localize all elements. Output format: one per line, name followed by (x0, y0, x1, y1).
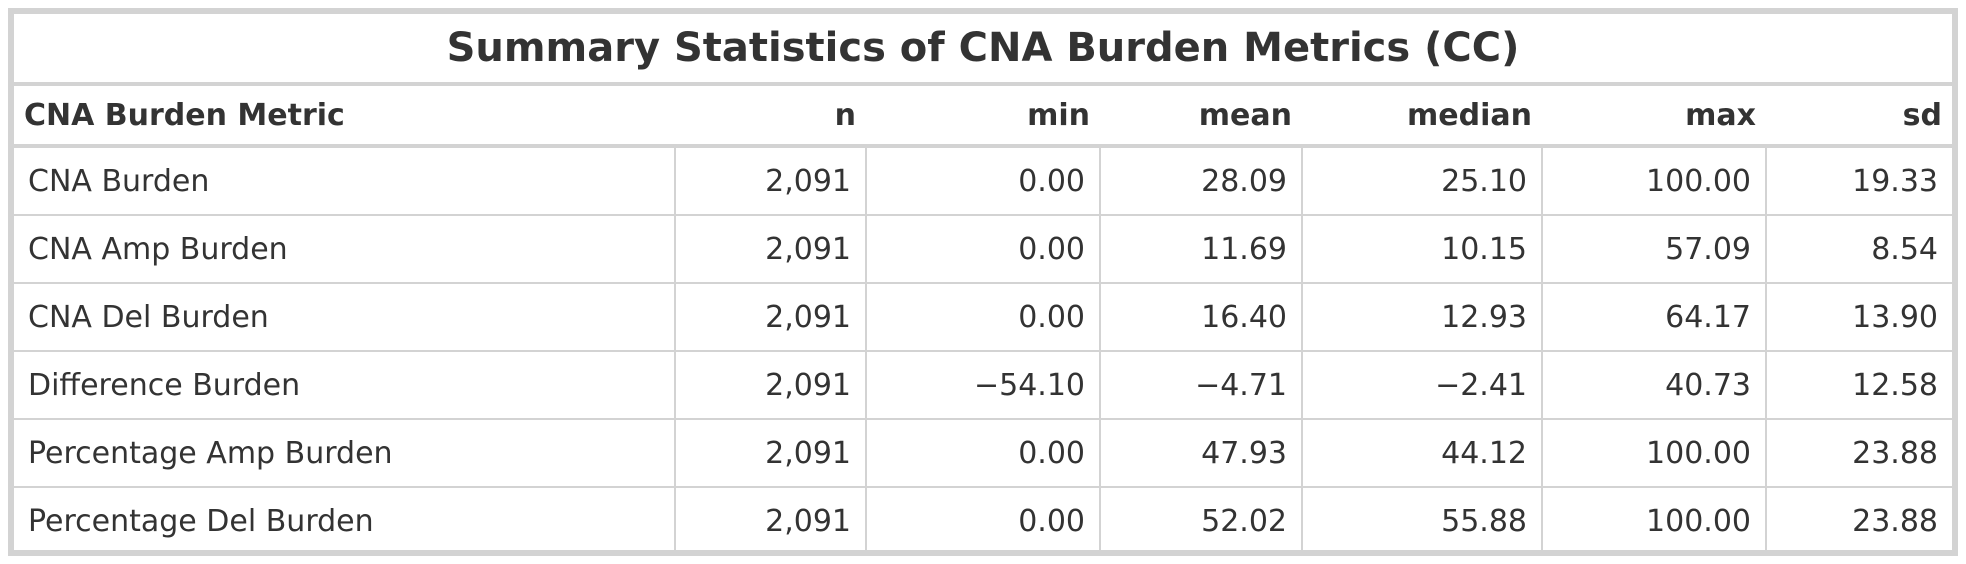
cell-median: 55.88 (1302, 487, 1543, 554)
cell-n: 2,091 (675, 351, 867, 420)
cell-sd: 23.88 (1766, 419, 1952, 488)
summary-table: Summary Statistics of CNA Burden Metrics… (14, 14, 1952, 554)
cell-min: 0.00 (866, 215, 1101, 284)
cell-sd: 13.90 (1766, 283, 1952, 352)
column-header-min: min (866, 84, 1100, 148)
cell-max: 40.73 (1542, 351, 1767, 420)
column-header-median: median (1302, 84, 1542, 148)
cell-sd: 12.58 (1766, 351, 1952, 420)
column-header-mean: mean (1100, 84, 1302, 148)
cell-max: 57.09 (1542, 215, 1767, 284)
column-header-max: max (1542, 84, 1766, 148)
table-row: Percentage Amp Burden 2,091 0.00 47.93 4… (14, 419, 1952, 488)
cell-mean: 28.09 (1100, 146, 1303, 216)
cell-median: 44.12 (1302, 419, 1543, 488)
cell-min: 0.00 (866, 283, 1101, 352)
cell-n: 2,091 (675, 487, 867, 554)
cell-sd: 8.54 (1766, 215, 1952, 284)
cell-mean: 47.93 (1100, 419, 1303, 488)
cell-min: −54.10 (866, 351, 1101, 420)
table-row: Percentage Del Burden 2,091 0.00 52.02 5… (14, 487, 1952, 554)
cell-min: 0.00 (866, 487, 1101, 554)
cell-min: 0.00 (866, 146, 1101, 216)
cell-metric: Difference Burden (14, 351, 676, 420)
cell-median: −2.41 (1302, 351, 1543, 420)
cell-n: 2,091 (675, 146, 867, 216)
cell-max: 100.00 (1542, 487, 1767, 554)
cell-sd: 19.33 (1766, 146, 1952, 216)
cell-metric: CNA Del Burden (14, 283, 676, 352)
table-row: CNA Del Burden 2,091 0.00 16.40 12.93 64… (14, 283, 1952, 352)
table-row: CNA Amp Burden 2,091 0.00 11.69 10.15 57… (14, 215, 1952, 284)
column-header-sd: sd (1766, 84, 1952, 148)
cell-median: 12.93 (1302, 283, 1543, 352)
cell-min: 0.00 (866, 419, 1101, 488)
cell-median: 10.15 (1302, 215, 1543, 284)
cell-metric: Percentage Amp Burden (14, 419, 676, 488)
cell-metric: CNA Amp Burden (14, 215, 676, 284)
cell-mean: −4.71 (1100, 351, 1303, 420)
table-row: Difference Burden 2,091 −54.10 −4.71 −2.… (14, 351, 1952, 420)
cell-max: 100.00 (1542, 419, 1767, 488)
cell-max: 64.17 (1542, 283, 1767, 352)
cell-sd: 23.88 (1852, 503, 1938, 539)
cell-metric: CNA Burden (14, 146, 676, 216)
cell-median: 25.10 (1302, 146, 1543, 216)
cell-n: 2,091 (675, 419, 867, 488)
cell-n: 2,091 (675, 283, 867, 352)
cell-mean: 16.40 (1100, 283, 1303, 352)
table-row: CNA Burden 2,091 0.00 28.09 25.10 100.00… (14, 146, 1952, 216)
summary-table-frame: Summary Statistics of CNA Burden Metrics… (8, 8, 1958, 556)
header-row: CNA Burden Metric n min mean median max … (14, 84, 1952, 148)
cell-metric: Percentage Del Burden (14, 487, 676, 554)
title-row: Summary Statistics of CNA Burden Metrics… (14, 14, 1952, 86)
cell-n: 2,091 (675, 215, 867, 284)
cell-mean: 52.02 (1100, 487, 1303, 554)
table-title: Summary Statistics of CNA Burden Metrics… (14, 14, 1952, 86)
cell-mean: 11.69 (1100, 215, 1303, 284)
cell-max: 100.00 (1542, 146, 1767, 216)
column-header-metric: CNA Burden Metric (14, 84, 675, 148)
column-header-n: n (675, 84, 866, 148)
